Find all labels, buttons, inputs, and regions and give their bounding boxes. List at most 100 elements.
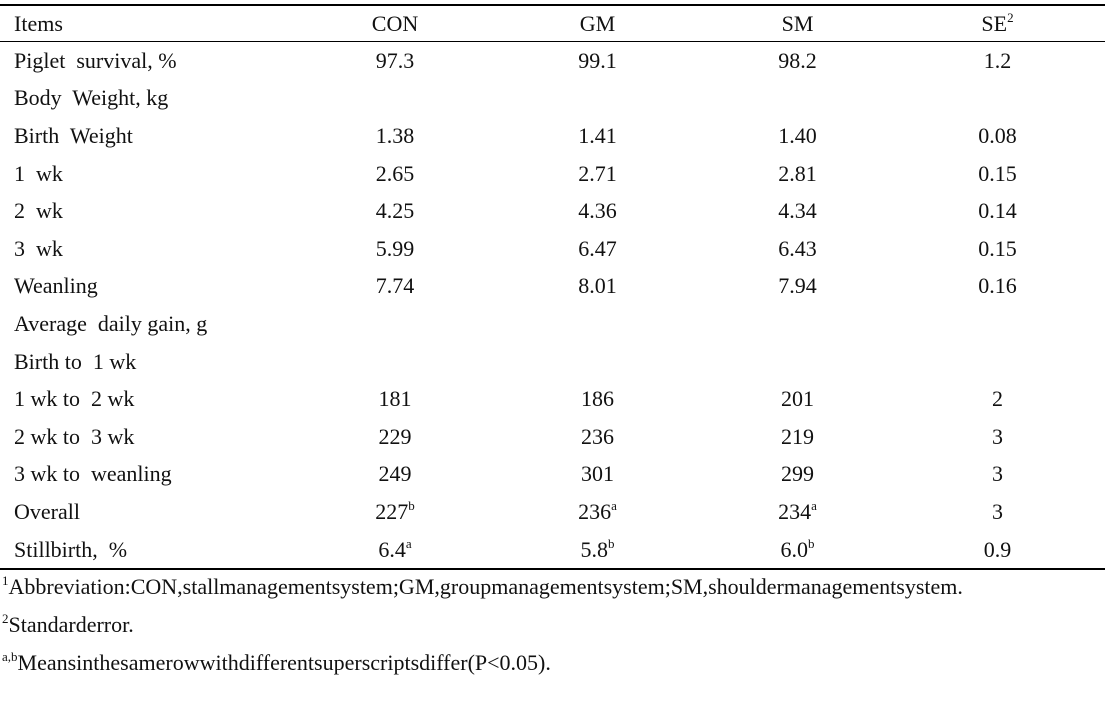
table-cell: 227b xyxy=(300,493,490,531)
table-cell: 3 wk to weanling xyxy=(14,461,172,487)
table-cell xyxy=(890,80,1105,118)
table-cell: 2 wk to 3 wk xyxy=(14,423,135,449)
table-cell xyxy=(300,343,490,381)
table-cell: 236a xyxy=(490,493,705,531)
table-cell: 6.43 xyxy=(778,235,817,261)
table-cell: 299 xyxy=(781,461,814,487)
table-cell: 5.8b xyxy=(490,531,705,570)
table-cell xyxy=(890,305,1105,343)
page: Items CON GM SM SE2 Piglet survival, % 97.3 99… xyxy=(0,4,1105,715)
table-cell: 1.2 xyxy=(983,47,1012,73)
footnote-marker: 2 xyxy=(2,611,9,627)
table-cell: 2 wk xyxy=(14,198,63,224)
footnote: 2Standarderror. xyxy=(2,612,1085,638)
table-cell: 5.99 xyxy=(375,235,415,261)
table-row: 1 wk to 2 wk 181 186 201 2 xyxy=(0,380,1105,418)
table-cell: Weanling xyxy=(14,273,98,299)
footnote-text: Abbreviation:CON,stallmanagementsystem;G… xyxy=(8,574,963,600)
header-cell: CON xyxy=(300,5,490,42)
table-cell xyxy=(705,343,890,381)
table-cell: 229 xyxy=(378,423,412,449)
cell-text: 6.0 xyxy=(780,536,809,562)
table-cell: 6.4a xyxy=(300,531,490,570)
table-row: 2 wk to 3 wk 229 236 219 3 xyxy=(0,418,1105,456)
table-cell: 0.16 xyxy=(978,273,1017,299)
footnote: 1Abbreviation:CON,stallmanagementsystem;… xyxy=(2,574,1085,600)
data-table: Items CON GM SM SE2 Piglet survival, % 97.3 99… xyxy=(0,4,1105,571)
table-cell: Average daily gain, g xyxy=(14,310,208,336)
header-cell: SM xyxy=(705,5,890,42)
table-row: Weanling 7.74 8.01 7.94 0.16 xyxy=(0,268,1105,306)
table-cell: 3 wk xyxy=(14,235,63,261)
table-cell: 249 xyxy=(378,461,412,487)
table-cell: 3 xyxy=(992,461,1003,487)
table-cell: 2.81 xyxy=(778,160,817,186)
footnote-text: Standarderror. xyxy=(8,612,134,638)
table-cell xyxy=(705,305,890,343)
table-cell: 97.3 xyxy=(375,47,415,73)
table-row: Overall 227b 236a 234a 3 xyxy=(0,493,1105,531)
header-cell: SE2 xyxy=(890,5,1105,42)
table-cell: 0.9 xyxy=(983,536,1012,562)
table-cell: 2.65 xyxy=(375,160,415,186)
table-cell: 2 xyxy=(992,386,1003,412)
table-cell xyxy=(300,80,490,118)
table-cell: Stillbirth, % xyxy=(14,536,128,562)
table-cell: 1 wk xyxy=(14,160,63,186)
table-cell: 4.34 xyxy=(778,198,817,224)
table-row: 3 wk to weanling 249 301 299 3 xyxy=(0,456,1105,494)
table-cell: 1.40 xyxy=(778,122,817,148)
table-cell: 181 xyxy=(378,386,412,412)
cell-text: 227 xyxy=(375,498,409,524)
table-cell xyxy=(300,305,490,343)
superscript: a xyxy=(405,535,412,551)
header-cell: GM xyxy=(490,5,705,42)
table-row: 1 wk 2.65 2.71 2.81 0.15 xyxy=(0,155,1105,193)
superscript: a xyxy=(811,497,817,513)
table-cell: 1.38 xyxy=(375,122,415,148)
table-row: Body Weight, kg xyxy=(0,80,1105,118)
table-cell: 0.15 xyxy=(978,160,1017,186)
table-cell: 3 xyxy=(992,498,1003,524)
table-cell: 236 xyxy=(581,423,614,449)
table-cell: 4.36 xyxy=(578,198,617,224)
table-cell: 2.71 xyxy=(578,160,617,186)
superscript: b xyxy=(408,497,415,513)
table-cell: 8.01 xyxy=(578,273,617,299)
footnote-marker: a,b xyxy=(2,649,18,665)
table-cell xyxy=(890,343,1105,381)
table-cell: Birth Weight xyxy=(14,122,133,148)
table-cell: 1 wk to 2 wk xyxy=(14,386,135,412)
table-cell: 4.25 xyxy=(375,198,415,224)
cell-text: 6.4 xyxy=(378,536,406,562)
table-row: 3 wk 5.99 6.47 6.43 0.15 xyxy=(0,230,1105,268)
table-cell: Birth to 1 wk xyxy=(14,348,137,374)
table-cell xyxy=(705,80,890,118)
superscript: b xyxy=(808,535,815,551)
table-cell: Piglet survival, % xyxy=(14,47,177,73)
table-row: Piglet survival, % 97.3 99.1 98.2 1.2 xyxy=(0,42,1105,80)
table-cell: Body Weight, kg xyxy=(14,85,169,111)
table-cell: 98.2 xyxy=(778,47,817,73)
table-cell xyxy=(490,343,705,381)
table-cell: 0.08 xyxy=(978,122,1017,148)
cell-text: 5.8 xyxy=(580,536,609,562)
table-cell xyxy=(490,80,705,118)
table-cell: 1.41 xyxy=(578,122,617,148)
footnotes: 1Abbreviation:CON,stallmanagementsystem;… xyxy=(0,570,1105,676)
table-row: Stillbirth, % 6.4a 5.8b 6.0b 0.9 xyxy=(0,531,1105,570)
table-row: Birth to 1 wk xyxy=(0,343,1105,381)
footnote: a,bMeansinthesamerowwithdifferentsupersc… xyxy=(2,650,1085,676)
superscript: b xyxy=(608,535,615,551)
table-cell: 234a xyxy=(705,493,890,531)
table-cell: 0.15 xyxy=(978,235,1017,261)
table-row: Average daily gain, g xyxy=(0,305,1105,343)
footnote-marker: 1 xyxy=(2,573,9,589)
table-cell: 186 xyxy=(581,386,614,412)
header-row: Items CON GM SM SE2 xyxy=(0,5,1105,42)
table-cell: 219 xyxy=(781,423,814,449)
table-row: 2 wk 4.25 4.36 4.34 0.14 xyxy=(0,192,1105,230)
table-cell: 99.1 xyxy=(578,47,617,73)
table-cell: 6.47 xyxy=(578,235,617,261)
superscript: a xyxy=(611,497,617,513)
